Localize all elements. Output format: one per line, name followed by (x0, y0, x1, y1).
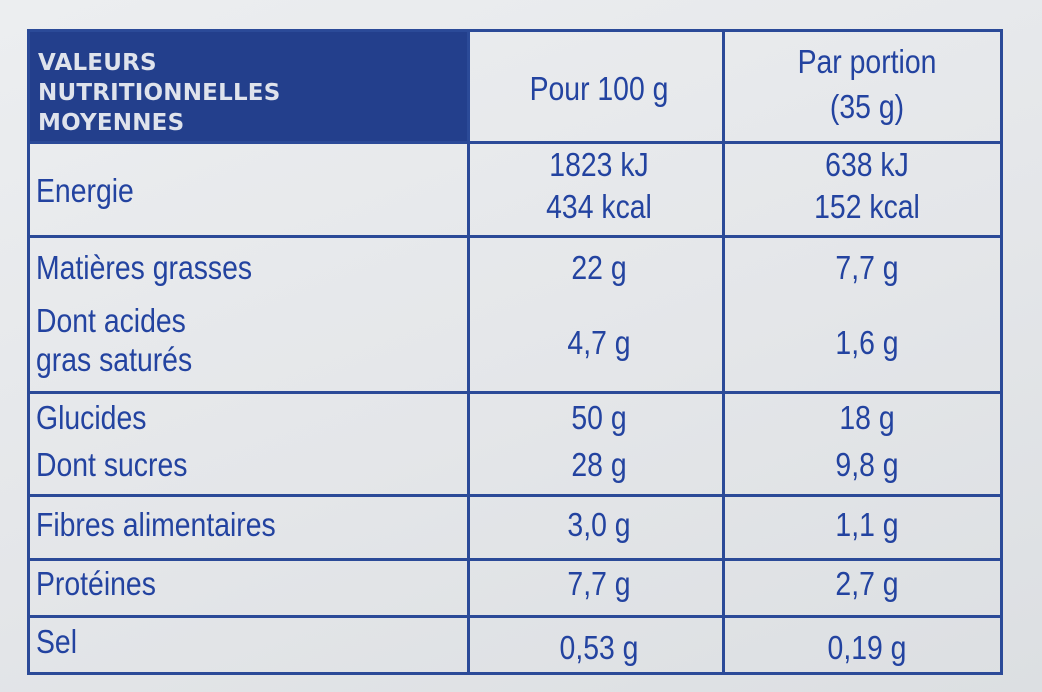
cell-acides-gras-per100: 4,7 g (567, 324, 631, 361)
cell-acides-gras-portion: 1,6 g (835, 324, 899, 361)
cell-sel-portion: 0,19 g (827, 629, 907, 666)
cell-fibres-portion: 1,1 g (835, 506, 899, 543)
row-divider-fats (30, 391, 1000, 394)
cell-sucres-per100: 28 g (571, 446, 627, 483)
nutrition-table: VALEURS NUTRITIONNELLES MOYENNES Pour 10… (27, 29, 1003, 675)
row-label-energie: Energie (36, 172, 134, 209)
cell-energie-portion-kcal: 152 kcal (814, 188, 920, 225)
cell-matieres-grasses-per100: 22 g (571, 249, 627, 286)
cell-energie-portion-kj: 638 kJ (825, 146, 909, 183)
row-label-proteines: Protéines (36, 565, 156, 602)
column-divider-2 (722, 32, 725, 672)
column-header-portion-line2: (35 g) (829, 88, 905, 125)
cell-proteines-portion: 2,7 g (835, 565, 899, 602)
cell-energie-per100-kcal: 434 kcal (546, 188, 652, 225)
table-header-title-cell: VALEURS NUTRITIONNELLES MOYENNES (30, 32, 470, 144)
row-divider-proteines (30, 615, 1000, 618)
column-header-per100: Pour 100 g (529, 70, 669, 107)
cell-energie-per100-kj: 1823 kJ (549, 146, 649, 183)
column-divider-1 (467, 32, 470, 672)
table-header-title: VALEURS NUTRITIONNELLES MOYENNES (38, 50, 281, 136)
cell-sucres-portion: 9,8 g (835, 446, 899, 483)
row-divider-glucides (30, 494, 1000, 497)
row-label-acides-gras-line1: Dont acides (36, 302, 186, 339)
cell-sel-per100: 0,53 g (559, 629, 639, 666)
row-label-fibres: Fibres alimentaires (36, 506, 276, 543)
row-label-glucides: Glucides (36, 399, 147, 436)
cell-fibres-per100: 3,0 g (567, 506, 631, 543)
cell-glucides-portion: 18 g (839, 399, 895, 436)
row-label-acides-gras-line2: gras saturés (36, 341, 193, 378)
row-divider-header (30, 141, 1000, 144)
cell-glucides-per100: 50 g (571, 399, 627, 436)
cell-matieres-grasses-portion: 7,7 g (835, 249, 899, 286)
row-label-sel: Sel (36, 623, 78, 660)
column-header-portion-line1: Par portion (797, 43, 937, 80)
row-divider-fibres (30, 558, 1000, 561)
cell-proteines-per100: 7,7 g (567, 565, 631, 602)
row-label-sucres: Dont sucres (36, 446, 188, 483)
row-divider-energie (30, 235, 1000, 238)
row-label-matieres-grasses: Matières grasses (36, 249, 253, 286)
